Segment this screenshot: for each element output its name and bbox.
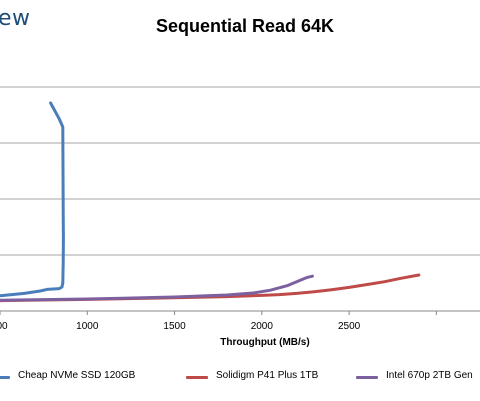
legend-label: Solidigm P41 Plus 1TB — [216, 370, 319, 381]
x-tick-label-partial: 00 — [0, 321, 8, 332]
x-tick-label: 2500 — [338, 321, 361, 332]
legend-swatch — [186, 376, 208, 379]
x-tick-label: 2000 — [251, 321, 274, 332]
x-tick-labels: 00 1000 1500 2000 2500 — [0, 321, 361, 332]
series-line-1 — [0, 101, 65, 298]
gridlines — [0, 86, 480, 315]
chart-plot: 00 1000 1500 2000 2500 — [0, 86, 480, 332]
chart-title: Sequential Read 64K — [155, 16, 335, 36]
brand-logo: ew — [0, 6, 31, 31]
x-tick-label: 1000 — [76, 321, 99, 332]
series-lines — [0, 101, 421, 303]
series-line-3 — [0, 274, 314, 302]
legend-label: Intel 670p 2TB Gen — [386, 370, 473, 381]
legend-swatch — [0, 376, 10, 379]
x-tick-label: 1500 — [163, 321, 186, 332]
legend-swatch — [356, 376, 378, 379]
legend-label: Cheap NVMe SSD 120GB — [18, 370, 136, 381]
x-axis-label: Throughput (MB/s) — [220, 337, 310, 348]
